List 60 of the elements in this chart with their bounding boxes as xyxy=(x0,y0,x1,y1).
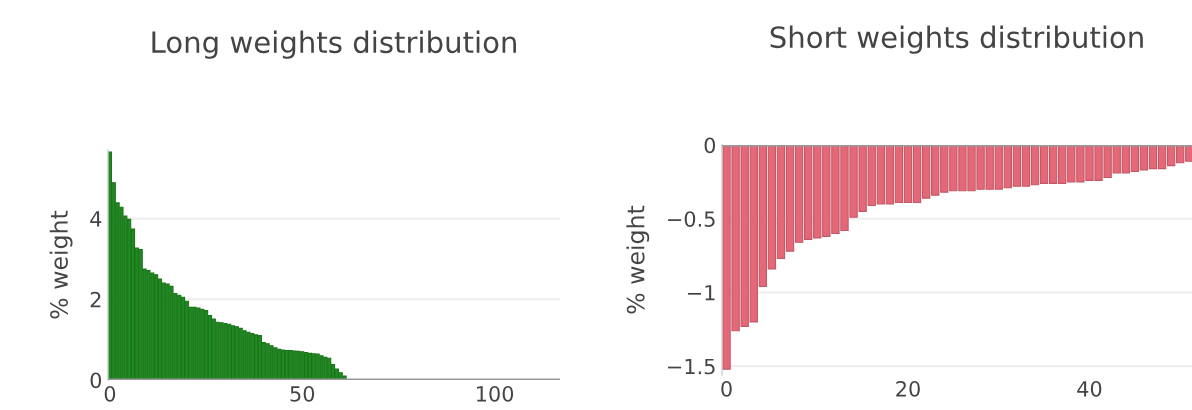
bar xyxy=(242,330,247,380)
chart-title: Short weights distribution xyxy=(770,25,1143,54)
x-tick-label: 40 xyxy=(1077,380,1102,397)
bar xyxy=(300,351,305,380)
bar xyxy=(157,278,163,380)
bar xyxy=(269,345,274,380)
y-tick-label: −0.5 xyxy=(668,211,715,227)
bar xyxy=(327,357,332,380)
bar xyxy=(153,274,159,380)
x-tick-label: 20 xyxy=(896,380,920,397)
bar xyxy=(273,347,278,380)
bar xyxy=(234,326,239,380)
y-tick-label: −1 xyxy=(687,285,715,301)
y-axis-title: % weight xyxy=(626,205,650,314)
bar xyxy=(280,349,286,380)
bar xyxy=(246,331,251,380)
bar xyxy=(169,285,174,380)
bar xyxy=(150,272,155,380)
chart-title: Long weights distribution xyxy=(152,30,516,59)
bar xyxy=(296,350,301,380)
bar xyxy=(146,270,151,380)
bar xyxy=(207,314,213,380)
bar xyxy=(184,300,189,380)
bar xyxy=(200,308,205,380)
bar xyxy=(127,218,132,380)
bar xyxy=(192,306,197,380)
bar xyxy=(292,350,297,380)
bar xyxy=(196,307,201,380)
bar xyxy=(215,321,220,380)
bar xyxy=(257,335,263,380)
bar xyxy=(203,310,209,380)
bar xyxy=(307,352,313,380)
bar xyxy=(165,283,170,380)
x-tick-label: 50 xyxy=(290,385,315,402)
y-axis-title: % weight xyxy=(49,210,73,319)
bar xyxy=(284,349,289,380)
bar xyxy=(227,323,232,380)
bar xyxy=(219,322,224,380)
y-tick-label: 0 xyxy=(704,137,716,154)
bar xyxy=(177,294,182,380)
bar xyxy=(119,206,124,380)
x-tick-label: 100 xyxy=(477,385,514,402)
bar xyxy=(323,356,328,380)
bar xyxy=(277,348,282,380)
x-tick-label: 0 xyxy=(104,385,116,402)
x-tick-label: 0 xyxy=(721,380,732,397)
y-tick-label: −1.5 xyxy=(668,358,715,375)
y-tick-label: 2 xyxy=(90,291,101,308)
bar xyxy=(230,325,236,380)
bar xyxy=(319,355,324,380)
y-tick-label: 4 xyxy=(90,211,102,227)
bar xyxy=(254,334,259,380)
bar xyxy=(315,353,320,380)
bar xyxy=(342,375,347,380)
bar xyxy=(250,333,255,380)
bar xyxy=(334,368,339,380)
bar xyxy=(223,322,228,380)
bar xyxy=(304,352,309,380)
bar xyxy=(265,343,270,380)
bar xyxy=(180,296,186,380)
